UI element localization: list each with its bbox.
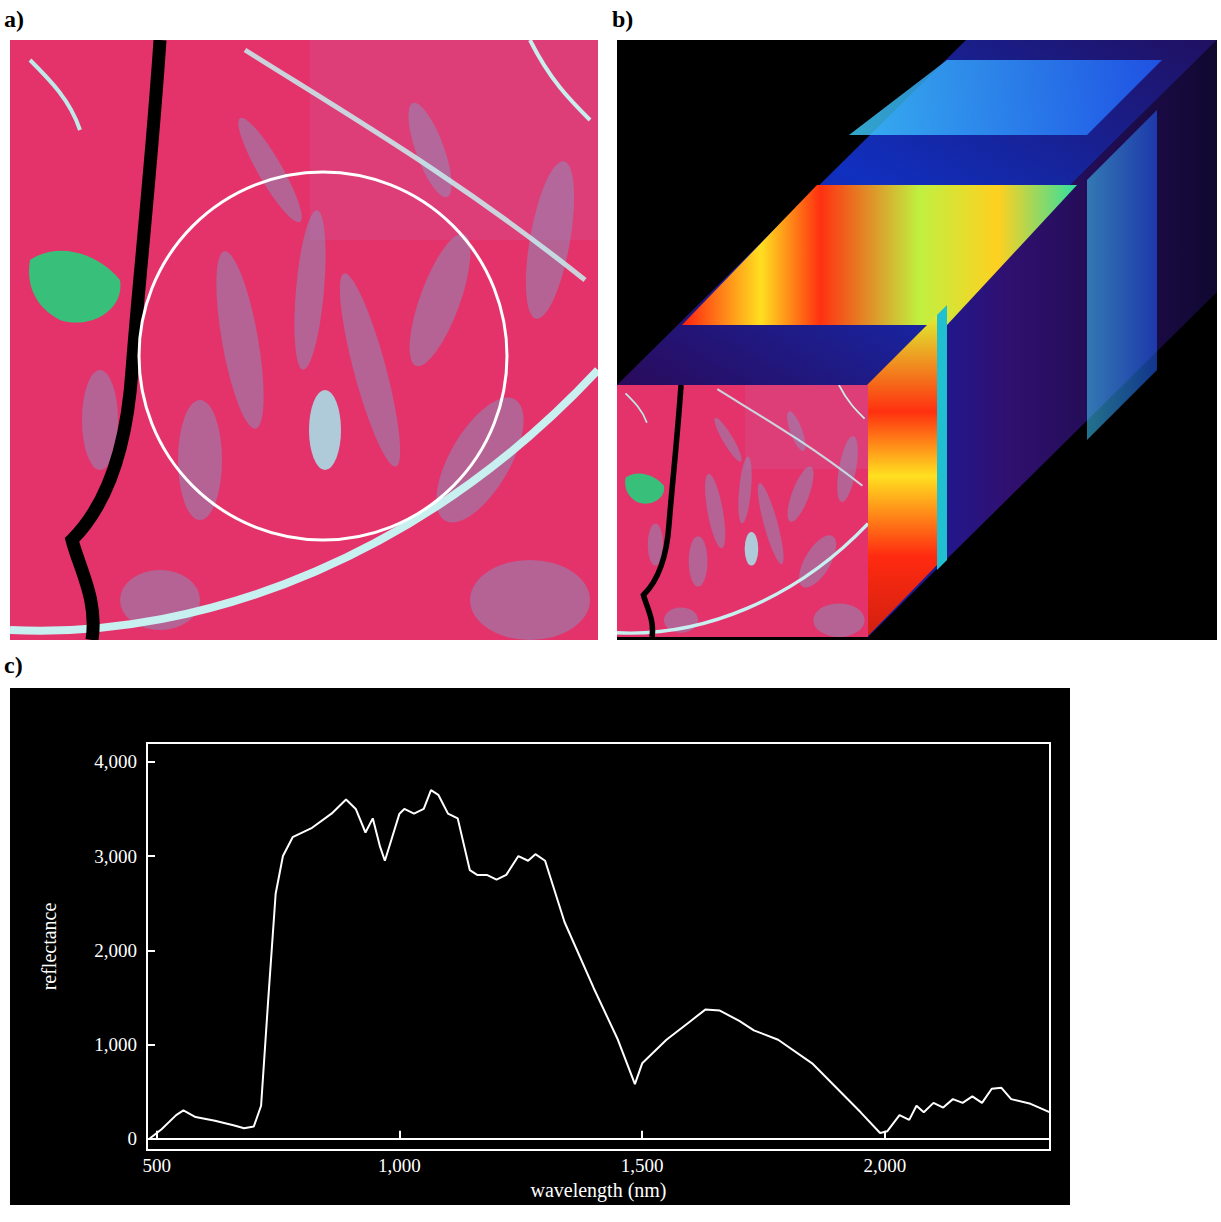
html-text:c): c) (4, 652, 23, 678)
svg-text:1,000: 1,000 (378, 1155, 421, 1176)
svg-text:2,000: 2,000 (94, 940, 137, 961)
svg-text:2,000: 2,000 (864, 1155, 907, 1176)
svg-text:0: 0 (128, 1128, 138, 1149)
svg-text:wavelength (nm): wavelength (nm) (530, 1179, 666, 1202)
svg-text:3,000: 3,000 (94, 846, 137, 867)
svg-text:1,500: 1,500 (621, 1155, 664, 1176)
html-text:a): a) (4, 6, 24, 32)
svg-text:reflectance: reflectance (38, 903, 60, 991)
svg-text:500: 500 (142, 1155, 171, 1176)
svg-text:1,000: 1,000 (94, 1034, 137, 1055)
html-text:b): b) (612, 6, 634, 32)
svg-text:4,000: 4,000 (94, 751, 137, 772)
